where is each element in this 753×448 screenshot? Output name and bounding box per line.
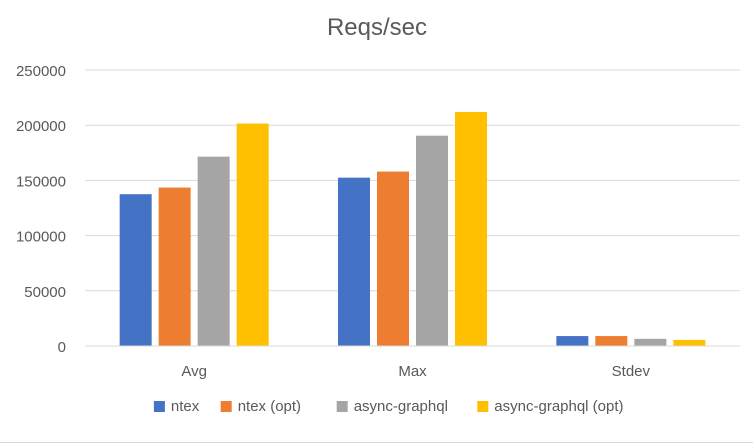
bar bbox=[595, 336, 628, 346]
legend-label: ntex (opt) bbox=[238, 398, 301, 415]
bars bbox=[119, 111, 706, 347]
legend-swatch bbox=[220, 401, 232, 412]
bar bbox=[197, 156, 230, 346]
bar bbox=[236, 123, 269, 346]
bar bbox=[556, 336, 589, 346]
bar bbox=[455, 111, 487, 347]
gridlines bbox=[85, 69, 740, 292]
bar bbox=[416, 135, 448, 346]
x-tick-label: Max bbox=[398, 363, 427, 380]
legend-label: ntex bbox=[171, 398, 200, 415]
y-tick-label: 50000 bbox=[24, 284, 66, 301]
bar bbox=[634, 338, 667, 346]
y-tick-label: 150000 bbox=[16, 173, 66, 190]
y-tick-label: 250000 bbox=[16, 63, 66, 80]
bar bbox=[119, 194, 152, 346]
legend-swatch bbox=[336, 401, 348, 412]
legend: ntex ntex (opt) async-graphql async-graphql… bbox=[153, 398, 624, 415]
y-tick-label: 200000 bbox=[16, 118, 66, 135]
bar bbox=[377, 171, 409, 346]
x-tick-label: Avg bbox=[181, 363, 207, 380]
y-tick-label: 100000 bbox=[16, 229, 66, 246]
x-axis-categories: Avg Max Stdev bbox=[181, 363, 650, 380]
y-tick-label: 0 bbox=[58, 339, 66, 356]
bar bbox=[158, 187, 191, 346]
x-tick-label: Stdev bbox=[612, 363, 651, 380]
chart-title: Reqs/sec bbox=[327, 14, 427, 41]
legend-label: async-graphql (opt) bbox=[494, 398, 623, 415]
legend-swatch bbox=[477, 401, 489, 412]
bar bbox=[673, 339, 706, 346]
bar bbox=[338, 177, 370, 346]
legend-label: async-graphql bbox=[354, 398, 448, 415]
legend-swatch bbox=[153, 401, 165, 412]
y-axis-ticks: 0 50000 100000 150000 200000 250000 bbox=[16, 63, 66, 356]
